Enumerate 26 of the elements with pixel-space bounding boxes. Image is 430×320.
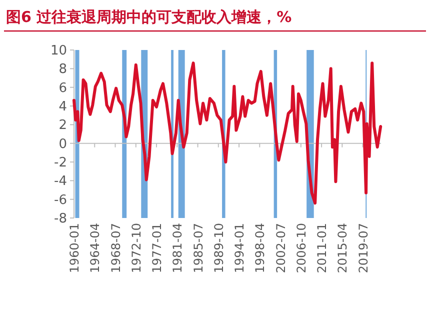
y-tick-label: -8 [54,212,67,226]
x-tick-label: 2015-04 [336,223,350,274]
x-tick-label: 1981-04 [170,223,185,274]
y-tick-label: 4 [58,100,67,114]
title: 图6 过往衰退周期中的可支配收入增速，% [6,8,292,26]
x-tick-label: 1977-01 [150,223,164,274]
x-tick-label: 2011-01 [315,223,330,274]
y-tick-label: 10 [50,44,67,58]
x-tick-label: 2006-10 [294,223,308,274]
y-tick-label: 0 [58,136,67,152]
y-tick-label: -2 [54,156,67,170]
y-tick-label: 8 [58,62,67,78]
x-tick-label: 1994-01 [232,223,247,274]
x-tick-label: 1960-01 [68,223,82,274]
x-tick-label: 1985-07 [191,223,206,274]
x-tick-label: 1968-07 [108,223,123,274]
x-tick-label: 2019-07 [356,223,370,274]
y-tick-label: 2 [58,118,67,134]
x-tick-label: 1998-04 [253,223,268,274]
x-tick-label: 1972-10 [129,223,144,274]
y-tick-label: 6 [58,80,67,96]
y-tick-label: -6 [54,192,67,208]
y-tick-label: -4 [54,174,67,190]
x-tick-label: 2002-07 [274,223,288,274]
x-tick-label: 1964-04 [88,223,102,274]
x-tick-label: 1989-10 [212,223,226,274]
